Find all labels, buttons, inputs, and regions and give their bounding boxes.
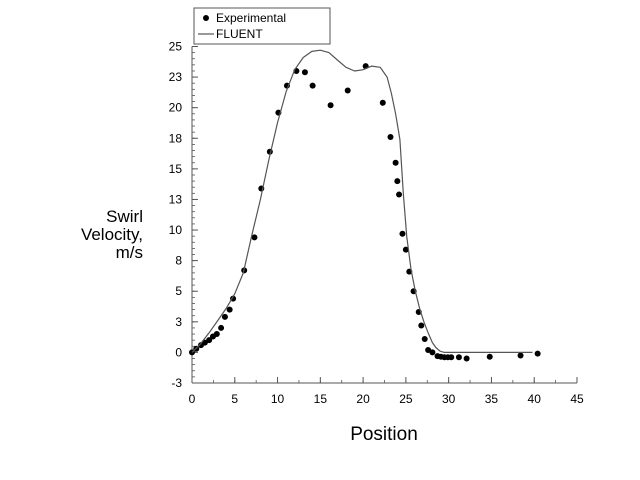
experimental-point [448,354,455,361]
y-tick-label: 13 [169,192,183,206]
y-tick-label: 5 [175,284,182,298]
experimental-point [344,87,351,94]
y-tick-label: 18 [169,131,183,145]
experimental-point [455,354,462,361]
experimental-point [327,102,334,109]
experimental-point [534,350,541,357]
y-tick-label: 0 [175,345,182,359]
legend: Experimental FLUENT [193,7,331,45]
y-axis-label-line-3: m/s [116,243,143,262]
x-tick-label: 45 [570,392,584,406]
experimental-point [387,134,394,141]
x-tick-label: 25 [399,392,413,406]
experimental-point [421,335,428,342]
experimental-point [309,82,316,89]
y-axis-label-line-1: Swirl [106,207,143,226]
experimental-point [486,353,493,360]
y-tick-label: -3 [171,376,182,390]
legend-label-experimental: Experimental [216,11,286,25]
x-tick-label: 40 [528,392,542,406]
experimental-point [396,191,403,198]
experimental-point [221,313,228,320]
x-axis-label: Position [350,424,418,445]
x-tick-label: 10 [271,392,285,406]
x-tick-label: 0 [189,392,196,406]
y-tick-label: 8 [175,254,182,268]
experimental-point [402,246,409,253]
y-tick-label: 20 [169,101,183,115]
experimental-point [206,337,213,344]
experimental-point [399,230,406,237]
plot-area [189,49,541,362]
y-tick-label: 23 [169,70,183,84]
y-tick-label: 10 [169,223,183,237]
y-tick-label: 3 [175,315,182,329]
x-tick-label: 20 [356,392,370,406]
experimental-point [379,99,386,106]
experimental-point [517,352,524,359]
x-tick-label: 35 [485,392,499,406]
y-tick-label: 15 [169,162,183,176]
experimental-point [418,322,425,329]
experimental-point [226,306,233,313]
y-axis-label-line-2: Velocity, [81,225,143,244]
experimental-point [392,159,399,166]
experimental-point [463,355,470,362]
experimental-point [218,324,225,331]
x-tick-label: 30 [442,392,456,406]
experimental-point [213,331,220,338]
x-tick-label: 5 [231,392,238,406]
legend-marker-experimental [203,15,209,21]
fluent-line [191,49,533,353]
x-tick-label: 15 [314,392,328,406]
y-tick-label: 25 [169,40,183,54]
legend-box [193,7,331,45]
experimental-point [394,178,401,185]
experimental-point [429,349,436,356]
legend-label-fluent: FLUENT [216,27,263,41]
experimental-point [251,234,258,241]
experimental-point [301,69,308,76]
